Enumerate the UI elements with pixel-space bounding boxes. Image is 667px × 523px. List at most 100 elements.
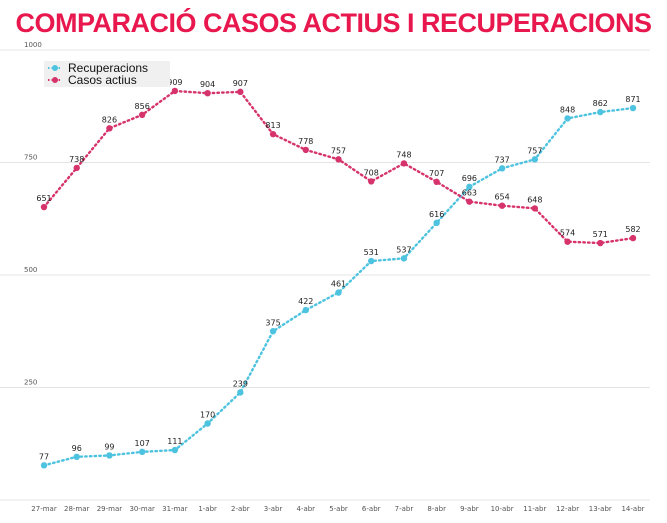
x-tick-label: 1-abr — [198, 505, 217, 513]
data-label-recuperacions: 737 — [494, 155, 509, 164]
point-recuperacions — [171, 446, 179, 454]
x-axis-ticks: 27-mar 28-mar 29-mar 30-mar 31-mar 1-abr 2-abr… — [31, 505, 644, 513]
data-label-casos-actius: 707 — [429, 169, 444, 178]
data-label-recuperacions: 107 — [135, 439, 150, 448]
x-tick-label: 7-abr — [395, 505, 414, 513]
x-tick-label: 3-abr — [264, 505, 283, 513]
point-casos-actius — [204, 90, 211, 97]
data-label-casos-actius: 757 — [331, 146, 346, 155]
point-recuperacions — [400, 255, 408, 262]
data-label-casos-actius: 571 — [593, 230, 608, 239]
x-tick-label: 6-abr — [362, 505, 381, 513]
grid-lines — [0, 49, 650, 501]
x-tick-label: 29-mar — [97, 505, 123, 513]
x-tick-label: 14-abr — [621, 505, 644, 513]
point-casos-actius — [466, 198, 473, 205]
data-label-casos-actius: 748 — [396, 150, 411, 159]
point-recuperacions — [335, 289, 342, 296]
data-label-casos-actius: 909 — [167, 78, 182, 87]
x-tick-label: 10-abr — [491, 505, 514, 513]
point-casos-actius — [269, 130, 277, 138]
data-label-casos-actius: 582 — [625, 225, 640, 234]
data-label-casos-actius: 813 — [265, 121, 280, 130]
point-casos-actius — [106, 125, 113, 132]
point-casos-actius — [433, 178, 440, 186]
point-casos-actius — [597, 239, 604, 247]
x-tick-label: 28-mar — [64, 505, 90, 513]
x-tick-label: 11-abr — [523, 505, 546, 513]
x-tick-label: 9-abr — [460, 505, 479, 513]
data-label-casos-actius: 904 — [200, 80, 215, 89]
data-label-casos-actius: 856 — [135, 102, 150, 111]
data-label-casos-actius: 654 — [494, 193, 509, 202]
x-tick-label: 27-mar — [31, 505, 57, 513]
point-recuperacions — [138, 448, 146, 456]
data-label-recuperacions: 757 — [527, 146, 542, 155]
point-casos-actius — [400, 160, 408, 167]
point-recuperacions — [597, 108, 604, 116]
point-casos-actius — [73, 164, 80, 172]
data-label-casos-actius: 708 — [364, 168, 379, 177]
data-label-casos-actius: 907 — [233, 79, 248, 88]
point-recuperacions — [629, 104, 637, 112]
point-recuperacions — [466, 183, 473, 190]
point-recuperacions — [564, 115, 571, 122]
y-tick-label: 1000 — [24, 41, 42, 49]
y-tick-label: 250 — [24, 379, 37, 387]
point-recuperacions — [302, 306, 309, 314]
data-label-recuperacions: 537 — [396, 245, 411, 254]
data-label-recuperacions: 531 — [364, 248, 379, 257]
point-casos-actius — [171, 87, 179, 95]
data-label-casos-actius: 778 — [298, 137, 313, 146]
data-label-casos-actius: 574 — [560, 229, 575, 238]
data-label-recuperacions: 616 — [429, 210, 444, 219]
point-recuperacions — [368, 257, 375, 265]
data-label-recuperacions: 848 — [560, 105, 575, 114]
x-tick-label: 13-abr — [589, 505, 612, 513]
x-tick-label: 8-abr — [427, 505, 446, 513]
point-casos-actius — [531, 205, 539, 212]
point-recuperacions — [73, 453, 80, 460]
x-tick-label: 12-abr — [556, 505, 579, 513]
point-casos-actius — [368, 178, 375, 185]
data-label-recuperacions: 99 — [104, 442, 114, 451]
data-label-recuperacions: 77 — [39, 452, 49, 461]
data-label-recuperacions: 111 — [167, 437, 182, 446]
series-points — [40, 87, 637, 469]
data-label-recuperacions: 422 — [298, 297, 313, 306]
point-recuperacions — [204, 420, 211, 427]
x-tick-label: 5-abr — [329, 505, 348, 513]
legend-marker-recuperacions — [52, 65, 58, 71]
point-recuperacions — [498, 165, 506, 172]
y-axis-ticks: 1000 750 500 250 — [24, 41, 42, 387]
legend[interactable]: Recuperacions Casos actius — [44, 61, 170, 87]
point-casos-actius — [335, 156, 342, 163]
data-label-recuperacions: 170 — [200, 411, 215, 420]
point-recuperacions — [106, 452, 113, 459]
data-label-casos-actius: 663 — [462, 189, 477, 198]
point-casos-actius — [498, 202, 506, 209]
data-label-casos-actius: 738 — [69, 155, 84, 164]
point-recuperacions — [40, 462, 48, 469]
data-label-recuperacions: 871 — [625, 95, 640, 104]
point-casos-actius — [237, 88, 244, 96]
point-recuperacions — [433, 219, 440, 226]
point-casos-actius — [302, 146, 309, 154]
x-tick-label: 2-abr — [231, 505, 250, 513]
point-casos-actius — [629, 234, 637, 242]
point-recuperacions — [269, 328, 277, 335]
x-tick-label: 31-mar — [162, 505, 188, 513]
data-label-casos-actius: 648 — [527, 195, 542, 204]
point-casos-actius — [40, 203, 48, 211]
x-tick-label: 30-mar — [129, 505, 155, 513]
data-label-casos-actius: 651 — [36, 194, 51, 203]
y-tick-label: 750 — [24, 154, 37, 162]
data-label-recuperacions: 696 — [462, 174, 477, 183]
point-casos-actius — [564, 238, 571, 245]
data-labels: 77 96 99 107 111 170 239 375 422 461 531 537 616 696 7… — [36, 78, 640, 461]
legend-label-recuperacions: Recuperacions — [68, 61, 148, 75]
point-recuperacions — [237, 389, 244, 396]
data-label-recuperacions: 375 — [265, 318, 280, 327]
legend-marker-casos-actius — [52, 77, 58, 83]
